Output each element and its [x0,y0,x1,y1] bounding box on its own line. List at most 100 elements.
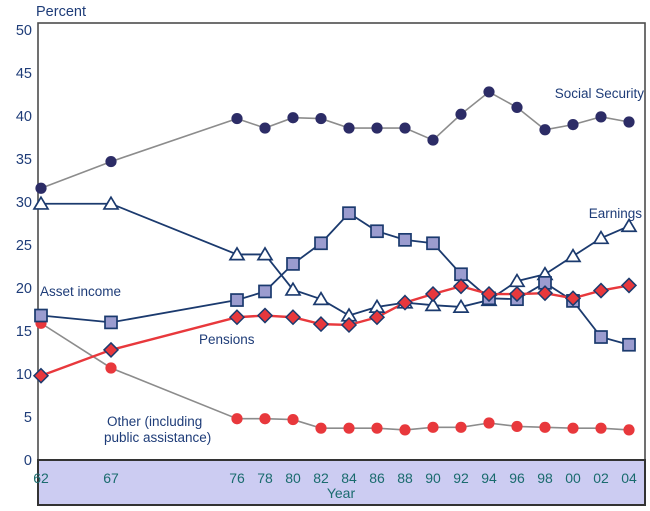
y-tick-30: 30 [16,195,32,211]
x-tick-80: 80 [285,470,301,486]
data-point-pensions [480,285,498,303]
data-point-earnings [312,291,330,306]
data-point-other-including-public-assistance [231,413,243,425]
data-point-asset-income [594,330,608,344]
data-point-asset-income [426,236,440,251]
data-point-pensions [424,285,442,303]
data-point-pensions [564,290,582,307]
data-point-earnings [620,217,638,233]
x-tick-67: 67 [103,470,119,486]
data-point-social-security [455,108,467,120]
data-point-other-including-public-assistance [427,421,439,433]
data-point-asset-income [314,236,328,251]
data-point-social-security [343,122,355,134]
data-point-pensions [452,278,470,295]
data-point-earnings [32,195,50,210]
data-point-other-including-public-assistance [105,362,117,374]
x-tick-78: 78 [257,470,273,486]
data-point-earnings [284,281,302,296]
x-axis-band [37,459,646,506]
data-point-pensions [284,309,302,326]
data-point-pensions [592,282,610,299]
data-point-earnings [102,195,120,210]
series-labels: Social Security Earnings Asset income Pensi… [40,86,644,445]
data-point-pensions [228,309,246,326]
data-point-pensions [32,367,50,384]
series-label-pensions: Pensions [199,332,255,347]
x-tick-92: 92 [453,470,469,486]
x-tick-84: 84 [341,470,357,486]
data-point-social-security [539,124,551,136]
data-point-asset-income [370,224,384,239]
data-point-pensions [256,307,274,324]
data-point-social-security [35,182,47,194]
data-point-asset-income [398,232,412,247]
data-point-other-including-public-assistance [567,422,579,434]
data-point-pensions [620,277,638,294]
data-point-social-security [483,86,495,98]
x-tick-94: 94 [481,470,497,486]
data-point-asset-income [230,293,244,307]
x-tick-86: 86 [369,470,385,486]
x-tick-62: 62 [33,470,49,486]
data-point-asset-income [34,308,48,323]
data-point-other-including-public-assistance [287,413,299,426]
data-point-pensions [312,316,330,333]
series-label-other-line2: public assistance) [104,430,211,445]
x-tick-90: 90 [425,470,441,486]
data-point-earnings [452,298,470,313]
data-point-earnings [564,248,582,263]
data-point-pensions [508,285,526,303]
series-label-social-security: Social Security [555,86,645,101]
data-point-other-including-public-assistance [595,422,607,434]
data-point-other-including-public-assistance [623,424,635,436]
data-point-earnings [424,297,442,312]
x-tick-04: 04 [621,470,637,486]
series-label-other-line1: Other (including [107,414,202,429]
data-point-social-security [259,122,271,134]
data-point-social-security [105,155,117,168]
x-tick-96: 96 [509,470,525,486]
y-tick-35: 35 [16,152,32,168]
y-tick-10: 10 [16,367,32,383]
data-point-other-including-public-assistance [483,417,495,429]
y-tick-40: 40 [16,109,32,125]
y-axis-caption: Percent [36,4,86,20]
data-point-social-security [287,112,299,124]
data-point-other-including-public-assistance [343,422,355,434]
data-point-other-including-public-assistance [371,422,383,434]
data-point-asset-income [622,337,636,352]
data-point-social-security [511,101,523,113]
data-point-asset-income [342,206,356,221]
x-axis-title: Year [327,485,356,501]
data-point-asset-income [286,257,300,271]
y-tick-45: 45 [16,66,32,82]
y-axis-tick-labels: 0 5 10 15 20 25 30 35 40 45 50 [16,23,32,469]
data-point-pensions [368,309,386,326]
data-point-social-security [399,122,411,134]
data-point-asset-income [104,315,118,330]
data-point-social-security [315,112,327,125]
data-point-social-security [567,119,579,131]
x-tick-00: 00 [565,470,581,486]
data-point-social-security [371,122,383,134]
data-point-other-including-public-assistance [511,420,523,433]
series-label-asset-income: Asset income [40,284,121,299]
y-tick-25: 25 [16,238,32,254]
data-point-pensions [102,341,120,358]
data-point-earnings [228,246,246,261]
y-tick-50: 50 [16,23,32,39]
x-tick-76: 76 [229,470,245,486]
data-point-pensions [340,316,358,334]
y-tick-0: 0 [24,453,32,469]
data-point-asset-income [258,284,272,299]
y-tick-15: 15 [16,324,32,340]
x-tick-02: 02 [593,470,609,486]
data-point-pensions [536,285,554,302]
data-point-other-including-public-assistance [315,422,327,434]
x-tick-98: 98 [537,470,553,486]
data-point-earnings [256,246,274,261]
y-tick-5: 5 [24,410,32,426]
x-axis-tick-labels: 62 67 76 78 80 82 84 86 88 90 92 94 96 98 00 02 04 [33,470,637,486]
